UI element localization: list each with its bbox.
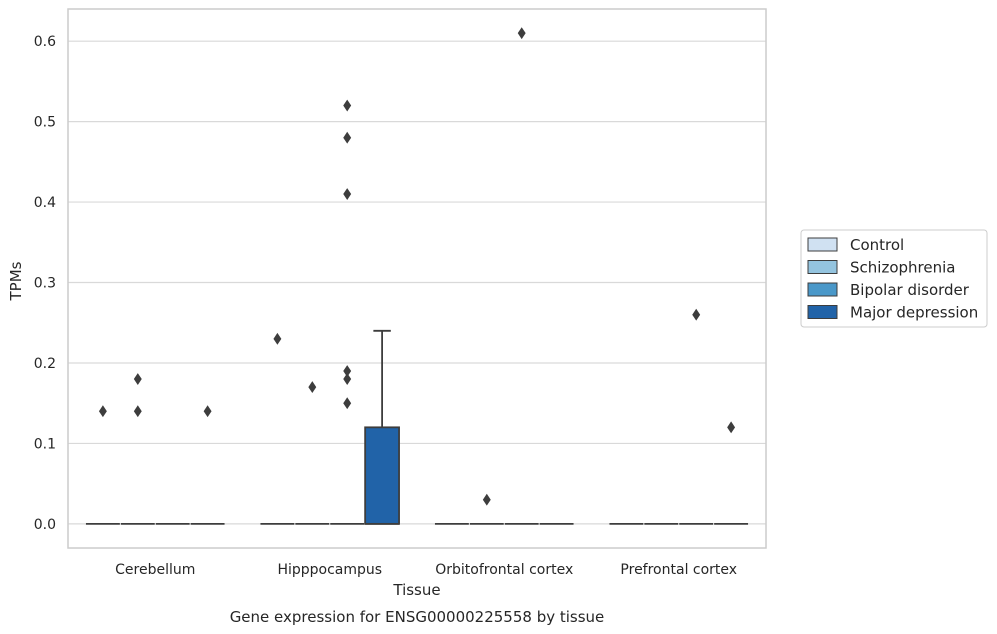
chart-caption: Gene expression for ENSG00000225558 by t… — [230, 608, 605, 626]
y-tick-label: 0.2 — [34, 356, 56, 372]
x-tick-label: Hipppocampus — [277, 562, 382, 578]
legend-label: Schizophrenia — [850, 259, 955, 277]
legend-swatch — [807, 260, 838, 274]
legend-label: Major depression — [850, 304, 978, 322]
outlier-point — [133, 405, 142, 418]
outlier-point — [343, 397, 352, 410]
y-tick-label: 0.3 — [34, 276, 56, 292]
outlier-point — [133, 373, 142, 386]
plot-frame — [67, 8, 767, 549]
legend-frame — [800, 229, 988, 328]
outlier-point — [343, 99, 352, 112]
outlier-point — [727, 421, 736, 434]
y-tick-labels: 0.0 0.1 0.2 0.3 0.4 0.5 0.6 — [34, 34, 56, 533]
y-tick-label: 0.1 — [34, 436, 56, 452]
x-tick-labels: Cerebellum Hipppocampus Orbitofrontal cort… — [115, 562, 737, 578]
outlier-point — [98, 405, 107, 418]
outlier-point — [343, 373, 352, 386]
outlier-point — [343, 188, 352, 200]
outlier-point — [273, 332, 282, 345]
legend-swatch — [807, 282, 838, 297]
outlier-point — [343, 131, 352, 144]
plot-border — [67, 8, 767, 549]
legend-swatch — [807, 237, 838, 252]
y-tick-label: 0.0 — [34, 517, 56, 533]
x-tick-label: Orbitofrontal cortex — [435, 562, 573, 578]
x-axis-label: Tissue — [392, 581, 440, 599]
legend-swatch — [807, 305, 838, 319]
box-marks — [85, 27, 749, 525]
legend: Control Schizophrenia Bipolar disorder Majo… — [800, 229, 988, 328]
y-tick-label: 0.5 — [34, 115, 56, 131]
legend-label: Control — [850, 236, 904, 254]
outlier-point — [343, 365, 352, 377]
x-tick-label: Prefrontal cortex — [620, 562, 737, 578]
x-tick-label: Cerebellum — [115, 562, 195, 578]
outlier-point — [203, 405, 212, 418]
outlier-point — [517, 27, 526, 40]
y-axis-label: TPMs — [7, 261, 25, 301]
y-tick-label: 0.6 — [34, 34, 56, 50]
outlier-point — [308, 381, 317, 394]
grid-lines — [68, 40, 766, 525]
outlier-point — [692, 308, 701, 321]
y-tick-label: 0.4 — [34, 195, 56, 211]
legend-label: Bipolar disorder — [850, 281, 970, 299]
box — [364, 426, 400, 525]
outlier-point — [482, 493, 491, 506]
